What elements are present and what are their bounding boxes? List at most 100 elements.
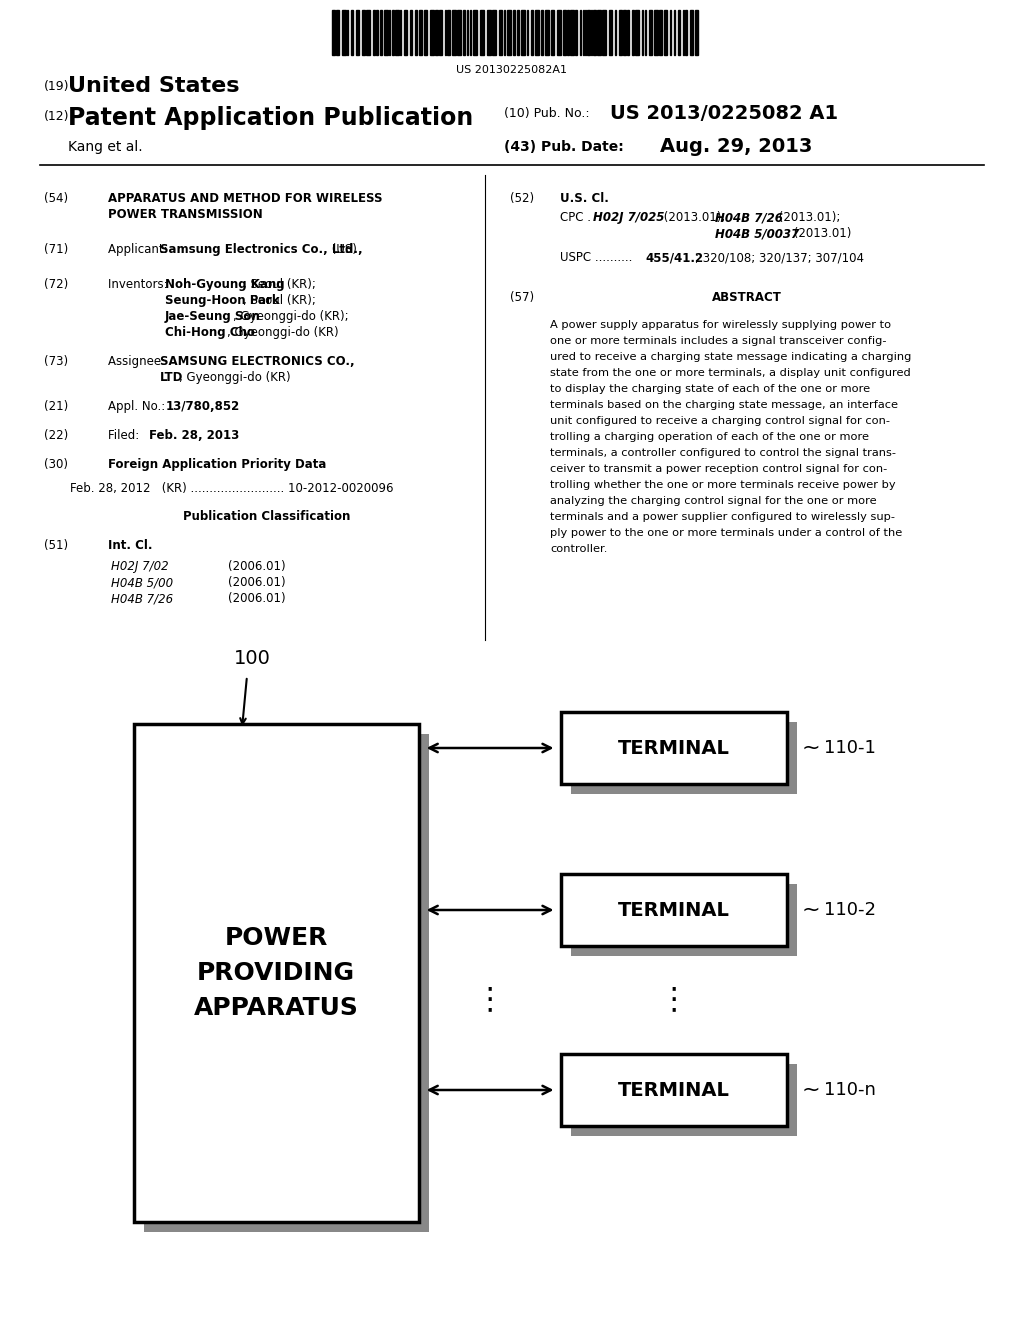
Bar bbox=[571, 884, 797, 956]
Text: 110-2: 110-2 bbox=[823, 902, 876, 919]
Text: ply power to the one or more terminals under a control of the: ply power to the one or more terminals u… bbox=[550, 528, 902, 539]
Bar bbox=[373, 11, 375, 55]
Bar bbox=[557, 11, 561, 55]
Text: APPARATUS AND METHOD FOR WIRELESS: APPARATUS AND METHOD FOR WIRELESS bbox=[108, 191, 383, 205]
Bar bbox=[424, 11, 427, 55]
Text: A power supply apparatus for wirelessly supplying power to: A power supply apparatus for wirelessly … bbox=[550, 319, 891, 330]
Text: USPC ..........: USPC .......... bbox=[560, 251, 633, 264]
Bar bbox=[332, 11, 335, 55]
Bar bbox=[521, 11, 525, 55]
Bar bbox=[659, 11, 662, 55]
Text: US 20130225082A1: US 20130225082A1 bbox=[457, 65, 567, 75]
Text: ceiver to transmit a power reception control signal for con-: ceiver to transmit a power reception con… bbox=[550, 465, 887, 474]
Bar bbox=[535, 11, 539, 55]
Bar bbox=[362, 11, 365, 55]
Text: (73): (73) bbox=[44, 355, 69, 368]
Text: trolling whether the one or more terminals receive power by: trolling whether the one or more termina… bbox=[550, 480, 896, 490]
Text: 455/41.2: 455/41.2 bbox=[645, 251, 703, 264]
Text: (51): (51) bbox=[44, 539, 69, 552]
Text: , Gyeonggi-do (KR): , Gyeonggi-do (KR) bbox=[227, 326, 339, 339]
Bar bbox=[690, 11, 693, 55]
Text: ~: ~ bbox=[802, 1080, 820, 1100]
Bar bbox=[678, 11, 680, 55]
Text: Assignee:: Assignee: bbox=[108, 355, 169, 368]
Text: H04B 7/26: H04B 7/26 bbox=[715, 211, 783, 224]
Bar bbox=[531, 11, 534, 55]
Text: Feb. 28, 2012   (KR) ......................... 10-2012-0020096: Feb. 28, 2012 (KR) .....................… bbox=[70, 482, 393, 495]
Text: (22): (22) bbox=[44, 429, 69, 442]
Text: H02J 7/025: H02J 7/025 bbox=[593, 211, 665, 224]
Text: to display the charging state of each of the one or more: to display the charging state of each of… bbox=[550, 384, 870, 393]
Text: Kang et al.: Kang et al. bbox=[68, 140, 142, 154]
Bar bbox=[563, 11, 566, 55]
Text: unit configured to receive a charging control signal for con-: unit configured to receive a charging co… bbox=[550, 416, 890, 426]
Text: ; 320/108; 320/137; 307/104: ; 320/108; 320/137; 307/104 bbox=[695, 251, 864, 264]
Bar bbox=[507, 11, 511, 55]
Bar bbox=[392, 11, 394, 55]
Text: Noh-Gyoung Kang: Noh-Gyoung Kang bbox=[165, 279, 285, 292]
Bar bbox=[473, 11, 477, 55]
Text: , Seoul (KR);: , Seoul (KR); bbox=[243, 294, 315, 308]
Text: ured to receive a charging state message indicating a charging: ured to receive a charging state message… bbox=[550, 352, 911, 362]
Text: Publication Classification: Publication Classification bbox=[183, 511, 350, 524]
Text: 13/780,852: 13/780,852 bbox=[166, 400, 241, 413]
Text: H04B 7/26: H04B 7/26 bbox=[111, 591, 173, 605]
Text: terminals based on the charging state message, an interface: terminals based on the charging state me… bbox=[550, 400, 898, 411]
Text: US 2013/0225082 A1: US 2013/0225082 A1 bbox=[610, 104, 838, 123]
Text: Filed:: Filed: bbox=[108, 429, 158, 442]
Text: LTD: LTD bbox=[160, 371, 183, 384]
Text: ~: ~ bbox=[802, 738, 820, 758]
Text: H04B 5/00: H04B 5/00 bbox=[111, 576, 173, 589]
Bar bbox=[597, 11, 601, 55]
Bar bbox=[575, 11, 577, 55]
Bar bbox=[395, 11, 399, 55]
Bar bbox=[695, 11, 698, 55]
Bar bbox=[342, 11, 346, 55]
Bar bbox=[133, 723, 419, 1222]
Bar bbox=[356, 11, 359, 55]
Text: Inventors:: Inventors: bbox=[108, 279, 171, 292]
Bar bbox=[561, 1053, 786, 1126]
Text: ABSTRACT: ABSTRACT bbox=[712, 292, 782, 304]
Text: POWER
PROVIDING
APPARATUS: POWER PROVIDING APPARATUS bbox=[194, 925, 358, 1020]
Text: , Gyeonggi-do (KR);: , Gyeonggi-do (KR); bbox=[232, 310, 348, 323]
Bar bbox=[541, 11, 543, 55]
Bar bbox=[602, 11, 606, 55]
Text: , Seoul (KR);: , Seoul (KR); bbox=[243, 279, 315, 292]
Text: trolling a charging operation of each of the one or more: trolling a charging operation of each of… bbox=[550, 432, 869, 442]
Bar bbox=[685, 11, 687, 55]
Text: 110-n: 110-n bbox=[823, 1081, 876, 1100]
Text: (2006.01): (2006.01) bbox=[228, 560, 286, 573]
Text: Int. Cl.: Int. Cl. bbox=[108, 539, 153, 552]
Bar bbox=[571, 722, 797, 795]
Text: (30): (30) bbox=[44, 458, 68, 471]
Bar bbox=[635, 11, 639, 55]
Text: Aug. 29, 2013: Aug. 29, 2013 bbox=[660, 137, 812, 156]
Bar bbox=[380, 11, 382, 55]
Text: (71): (71) bbox=[44, 243, 69, 256]
Text: (52): (52) bbox=[510, 191, 535, 205]
Bar bbox=[404, 11, 407, 55]
Bar bbox=[499, 11, 502, 55]
Text: one or more terminals includes a signal transceiver config-: one or more terminals includes a signal … bbox=[550, 337, 887, 346]
Text: (US): (US) bbox=[328, 243, 357, 256]
Bar bbox=[570, 11, 574, 55]
Text: , Gyeonggi-do (KR): , Gyeonggi-do (KR) bbox=[179, 371, 291, 384]
Text: Feb. 28, 2013: Feb. 28, 2013 bbox=[150, 429, 240, 442]
Text: Seung-Hoon Park: Seung-Hoon Park bbox=[165, 294, 280, 308]
Bar bbox=[618, 11, 622, 55]
Text: CPC .: CPC . bbox=[560, 211, 595, 224]
Bar bbox=[336, 11, 339, 55]
Bar bbox=[551, 11, 554, 55]
Text: TERMINAL: TERMINAL bbox=[618, 1081, 730, 1100]
Bar bbox=[492, 11, 496, 55]
Text: analyzing the charging control signal for the one or more: analyzing the charging control signal fo… bbox=[550, 496, 877, 506]
Bar bbox=[415, 11, 417, 55]
Bar bbox=[561, 874, 786, 946]
Text: United States: United States bbox=[68, 77, 240, 96]
Text: SAMSUNG ELECTRONICS CO.,: SAMSUNG ELECTRONICS CO., bbox=[160, 355, 354, 368]
Text: Appl. No.:: Appl. No.: bbox=[108, 400, 169, 413]
Text: (2013.01);: (2013.01); bbox=[660, 211, 729, 224]
Text: terminals and a power supplier configured to wirelessly sup-: terminals and a power supplier configure… bbox=[550, 512, 895, 521]
Text: Patent Application Publication: Patent Application Publication bbox=[68, 106, 473, 129]
